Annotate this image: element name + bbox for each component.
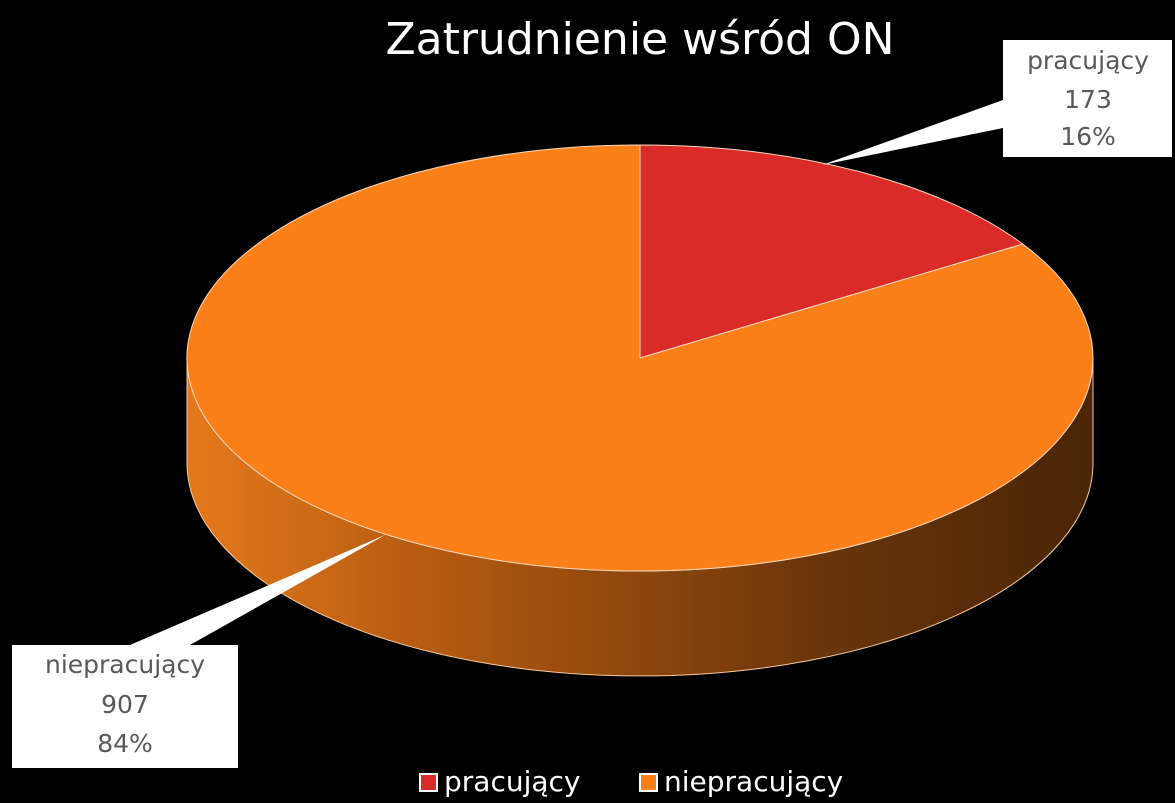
legend-swatch bbox=[639, 773, 658, 792]
data-label-name: niepracujący bbox=[45, 650, 205, 679]
callout-pointer bbox=[822, 100, 1003, 165]
data-label-box bbox=[1003, 40, 1172, 157]
pie-slice bbox=[186, 144, 1094, 572]
data-label-box bbox=[12, 645, 238, 768]
legend-swatch bbox=[419, 773, 438, 792]
data-label-value: 173 bbox=[1064, 85, 1112, 114]
callout-pointer bbox=[130, 535, 385, 645]
data-label-value: 907 bbox=[101, 690, 149, 719]
data-label-percent: 16% bbox=[1060, 122, 1116, 151]
legend-label: niepracujący bbox=[664, 765, 843, 798]
legend-label: pracujący bbox=[444, 765, 581, 798]
chart-title: Zatrudnienie wśród ON bbox=[385, 14, 894, 65]
legend: pracujący niepracujący bbox=[419, 765, 843, 798]
data-label-name: pracujący bbox=[1027, 46, 1149, 75]
data-label-percent: 84% bbox=[97, 729, 153, 758]
pie-slice bbox=[639, 144, 1024, 359]
pie bbox=[186, 144, 1094, 677]
